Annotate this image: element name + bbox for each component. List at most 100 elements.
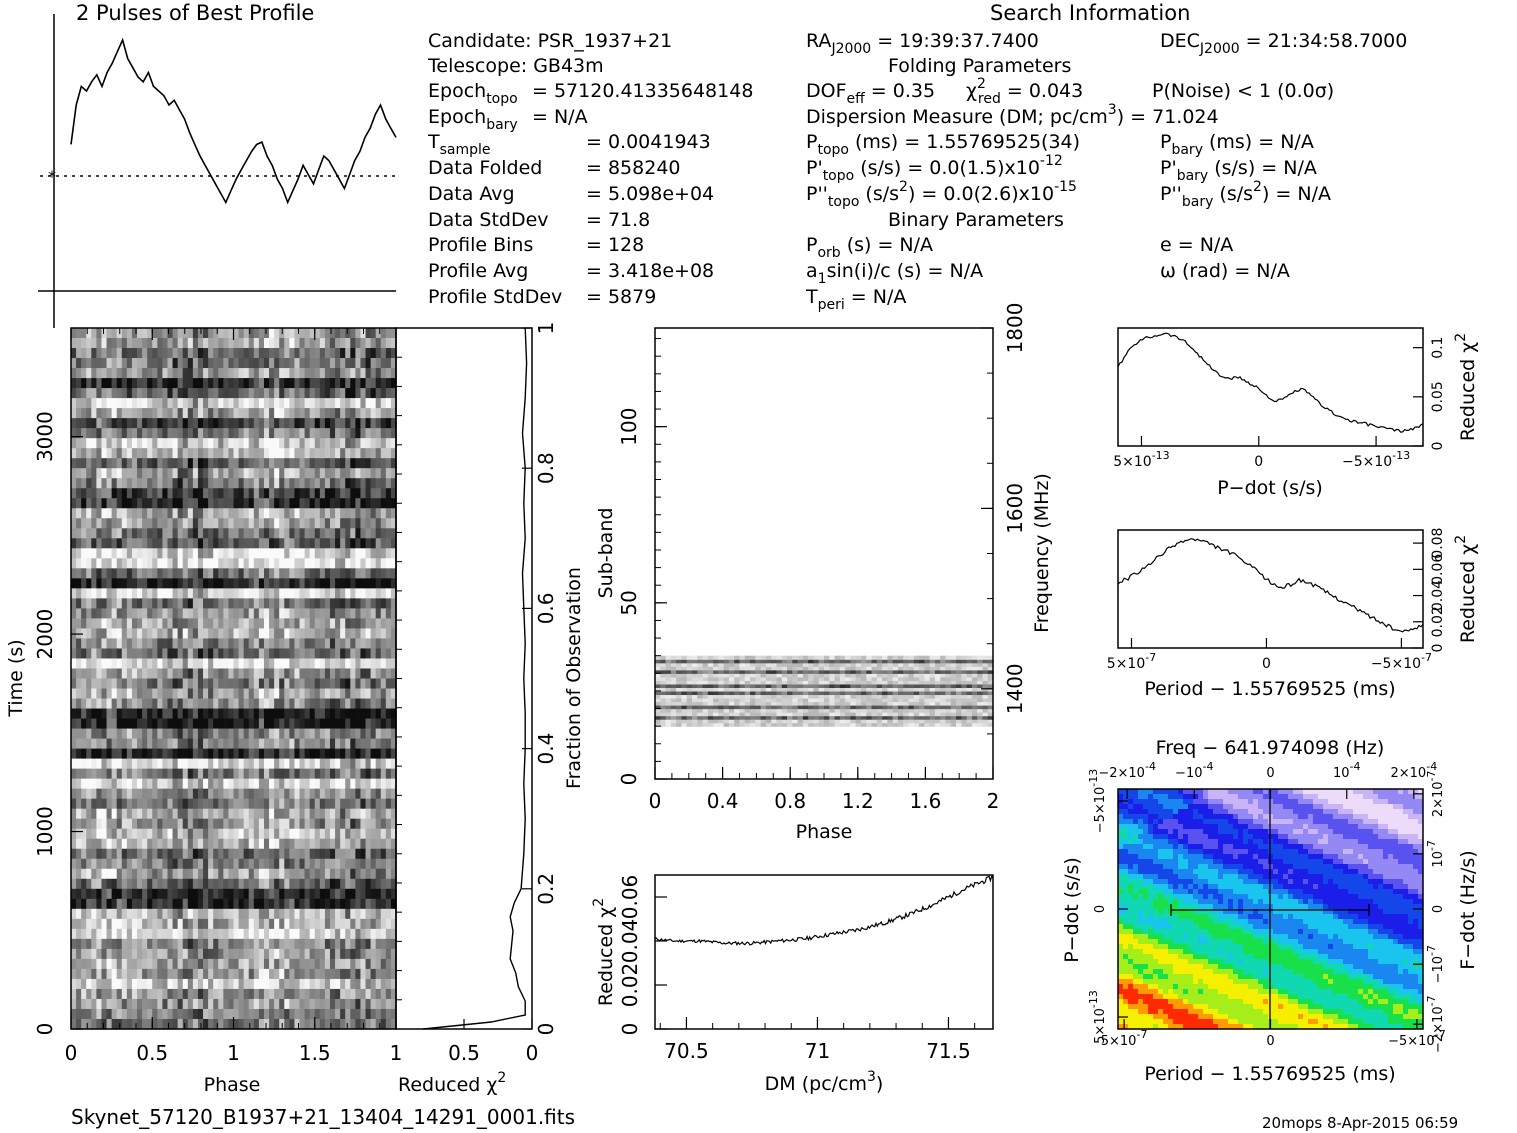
time-phase-cell <box>162 968 169 980</box>
time-phase-cell <box>147 1018 153 1030</box>
time-phase-cell <box>263 578 270 589</box>
time-phase-cell <box>304 1008 311 1020</box>
time-phase-cell <box>203 818 209 830</box>
time-phase-cell <box>96 808 103 820</box>
time-phase-cell <box>345 358 351 369</box>
time-phase-cell <box>106 458 113 469</box>
time-phase-cell <box>142 948 148 960</box>
subband-cell <box>702 712 709 717</box>
time-phase-cell <box>152 748 158 760</box>
time-phase-cell <box>223 508 230 519</box>
time-phase-cell <box>274 788 280 800</box>
time-phase-cell <box>91 808 97 820</box>
time-phase-cell <box>182 668 189 680</box>
time-phase-cell <box>218 848 224 860</box>
time-phase-cell <box>96 798 103 810</box>
time-phase-cell <box>375 758 382 770</box>
time-phase-cell <box>147 908 153 920</box>
time-phase-cell <box>360 448 367 459</box>
time-phase-cell <box>91 728 97 740</box>
time-phase-cell <box>162 528 169 539</box>
time-phase-cell <box>238 428 245 439</box>
time-phase-cell <box>309 808 316 820</box>
time-phase-cell <box>233 708 240 720</box>
time-phase-cell <box>172 928 179 940</box>
time-phase-cell <box>162 418 169 429</box>
time-phase-cell <box>172 708 179 720</box>
time-phase-cell <box>314 978 321 990</box>
time-phase-cell <box>385 978 392 990</box>
time-phase-cell <box>274 778 280 790</box>
time-phase-cell <box>223 568 230 579</box>
time-phase-cell <box>355 798 362 810</box>
time-phase-cell <box>335 768 341 780</box>
time-phase-cell <box>187 868 194 880</box>
time-phase-cell <box>284 558 290 569</box>
time-phase-cell <box>213 698 219 710</box>
time-phase-cell <box>192 568 199 579</box>
time-phase-cell <box>187 608 194 620</box>
time-phase-cell <box>111 708 118 720</box>
time-phase-cell <box>197 648 204 660</box>
time-phase-cell <box>269 828 275 840</box>
time-phase-cell <box>96 588 103 599</box>
time-phase-cell <box>243 408 250 419</box>
time-phase-cell <box>355 408 362 419</box>
time-phase-cell <box>177 758 184 770</box>
time-phase-cell <box>360 348 367 359</box>
time-phase-cell <box>289 748 296 760</box>
time-phase-cell <box>304 538 311 549</box>
time-phase-cell <box>142 628 148 640</box>
time-phase-cell <box>319 938 326 950</box>
time-phase-cell <box>370 438 377 449</box>
time-phase-cell <box>218 538 224 549</box>
time-phase-cell <box>284 398 290 409</box>
time-phase-cell <box>101 758 108 770</box>
time-phase-cell <box>197 448 204 459</box>
time-phase-cell <box>274 388 280 399</box>
time-phase-cell <box>116 338 123 349</box>
subband-cell <box>776 715 783 720</box>
time-phase-cell <box>81 438 87 449</box>
time-phase-cell <box>380 348 387 359</box>
time-phase-cell <box>350 878 356 890</box>
time-phase-cell <box>76 468 82 479</box>
time-phase-cell <box>335 658 341 670</box>
time-phase-cell <box>370 738 377 750</box>
time-phase-cell <box>375 568 382 579</box>
time-phase-cell <box>238 858 245 870</box>
time-phase-cell <box>370 968 377 980</box>
time-phase-cell <box>86 588 92 599</box>
time-phase-cell <box>147 658 153 670</box>
time-phase-cell <box>111 1018 118 1030</box>
subband-cell <box>829 719 836 724</box>
subband-cell <box>829 715 836 720</box>
time-phase-cell <box>375 1018 382 1030</box>
time-phase-cell <box>319 588 326 599</box>
time-phase-cell <box>218 608 224 620</box>
time-phase-cell <box>71 928 77 940</box>
time-phase-cell <box>218 978 224 990</box>
subband-cell <box>834 722 841 727</box>
time-phase-cell <box>365 618 372 630</box>
time-phase-cell <box>142 838 148 850</box>
time-phase-cell <box>177 418 184 429</box>
time-phase-cell <box>355 468 362 479</box>
time-phase-cell <box>360 548 367 559</box>
time-phase-cell <box>304 708 311 720</box>
time-phase-cell <box>192 668 199 680</box>
time-phase-cell <box>274 708 280 720</box>
time-phase-cell <box>345 1018 351 1030</box>
time-phase-cell <box>213 548 219 559</box>
time-phase-cell <box>319 778 326 790</box>
time-phase-cell <box>197 918 204 930</box>
time-phase-cell <box>324 348 331 359</box>
time-phase-cell <box>360 648 367 660</box>
time-phase-cell <box>203 708 209 720</box>
time-phase-cell <box>289 348 296 359</box>
time-phase-cell <box>101 538 108 549</box>
time-phase-cell <box>319 1018 326 1030</box>
time-phase-cell <box>223 1018 230 1030</box>
time-phase-cell <box>208 998 214 1010</box>
time-phase-cell <box>71 368 77 379</box>
